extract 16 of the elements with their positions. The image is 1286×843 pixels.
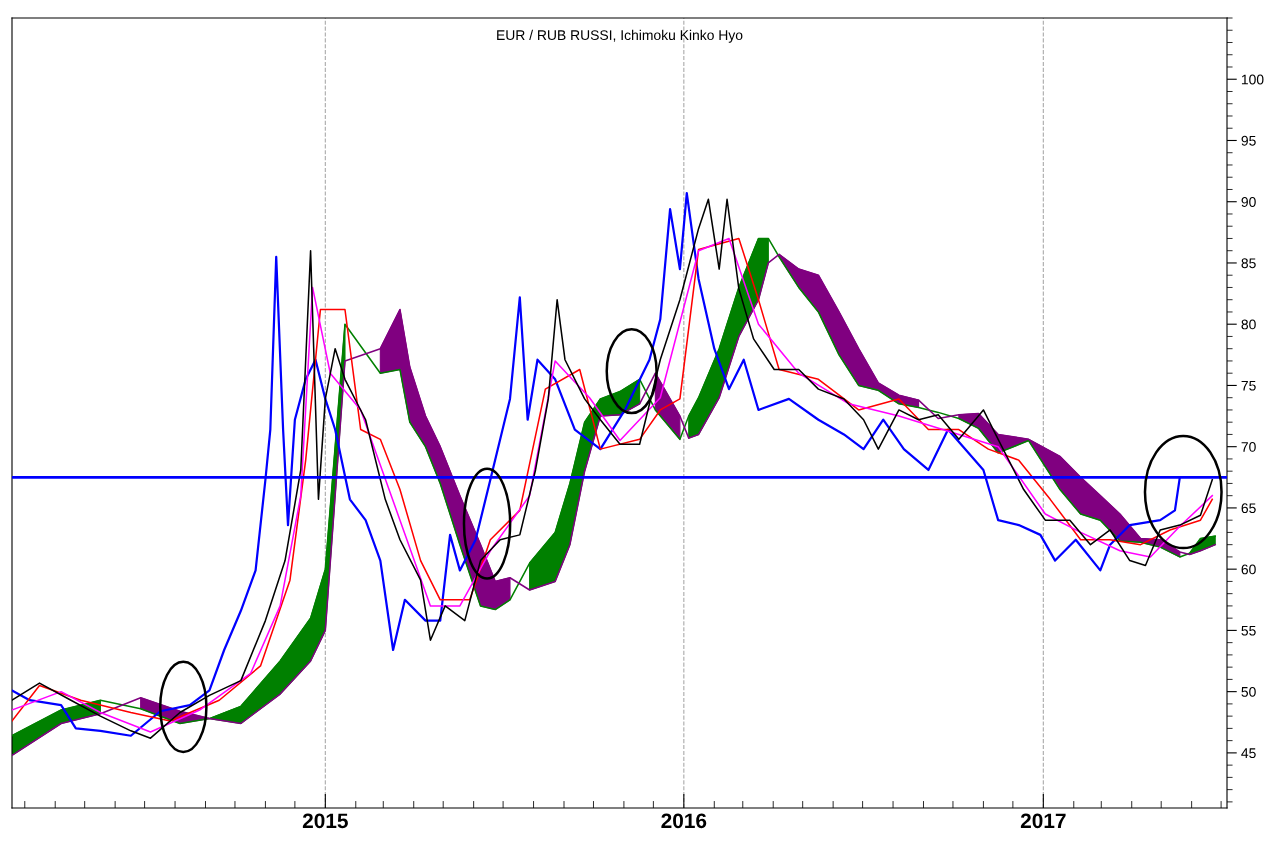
y-tick-label: 65 bbox=[1241, 503, 1256, 514]
y-tick-label: 80 bbox=[1241, 319, 1256, 330]
y-tick-label: 100 bbox=[1241, 74, 1264, 85]
x-tick-label: 2015 bbox=[302, 813, 348, 829]
y-tick-label: 95 bbox=[1241, 135, 1256, 146]
y-tick-label: 50 bbox=[1241, 686, 1256, 697]
y-tick-label: 75 bbox=[1241, 380, 1256, 391]
y-tick-label: 85 bbox=[1241, 258, 1256, 269]
text: EUR / RUB RUSSI, Ichimoku Kinko Hyo bbox=[497, 29, 743, 43]
y-tick-label: 55 bbox=[1241, 625, 1256, 636]
x-tick-label: 2017 bbox=[1020, 813, 1066, 829]
y-tick-label: 45 bbox=[1241, 748, 1256, 759]
y-tick-label: 60 bbox=[1241, 564, 1256, 575]
x-tick-label: 2016 bbox=[661, 813, 707, 829]
y-tick-label: 70 bbox=[1241, 442, 1256, 452]
y-tick-label: 90 bbox=[1241, 197, 1256, 207]
